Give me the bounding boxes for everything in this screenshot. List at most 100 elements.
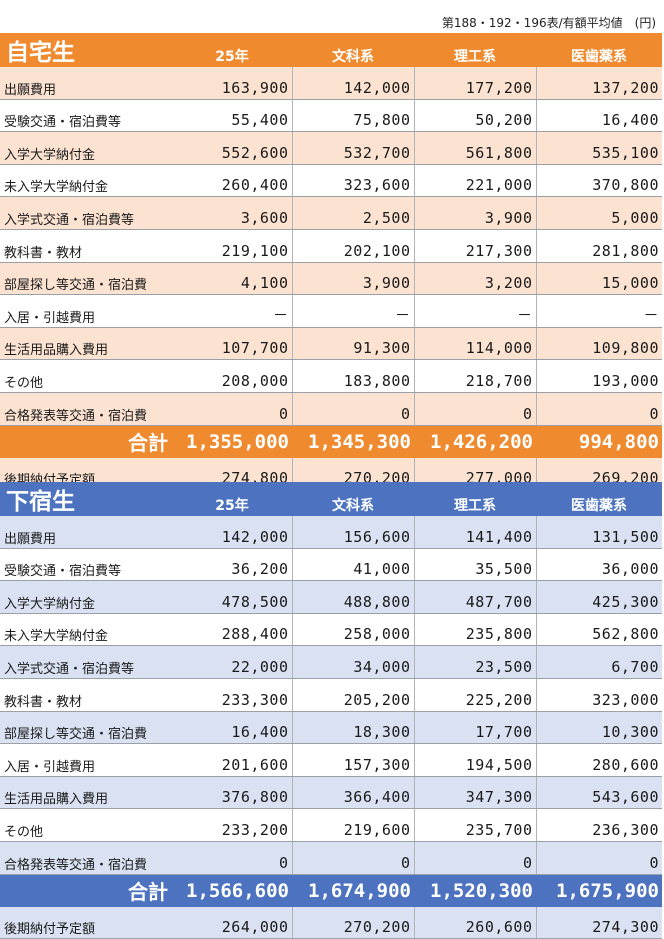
row-value: 225,200	[414, 678, 537, 712]
table-row: 入学大学納付金 552,600 532,700 561,800 535,100	[0, 131, 662, 165]
row-value: 218,700	[414, 359, 537, 393]
deferred-payment-value: 270,200	[292, 906, 415, 939]
table-row: 未入学大学納付金 288,400 258,000 235,800 562,800	[0, 613, 662, 647]
deferred-payment-value: 260,600	[414, 906, 537, 939]
total-value: 1,345,300	[292, 425, 414, 458]
total-value: 994,800	[536, 425, 662, 458]
row-value: 347,300	[414, 776, 537, 810]
column-header: 25年	[172, 482, 292, 516]
home-students-table: 自宅生 25年 文科系 理工系 医歯薬系 出願費用 163,900 142,000 177,20…	[0, 33, 662, 491]
section-header-row: 自宅生 25年 文科系 理工系 医歯薬系	[0, 33, 662, 67]
row-value: 323,600	[292, 164, 415, 198]
row-value: 16,400	[536, 99, 662, 133]
row-value: 2,500	[292, 196, 415, 230]
row-label: 教科書・教材	[0, 229, 172, 263]
row-value: 219,600	[292, 808, 415, 842]
row-value: 288,400	[172, 613, 293, 647]
row-value: 157,300	[292, 743, 415, 777]
row-value: 280,600	[536, 743, 662, 777]
row-value: 217,300	[414, 229, 537, 263]
total-value: 1,675,900	[536, 874, 662, 907]
row-value: 376,800	[172, 776, 293, 810]
total-value: 1,566,600	[172, 874, 292, 907]
row-value: 532,700	[292, 131, 415, 165]
row-label: 出願費用	[0, 516, 172, 549]
row-value: 561,800	[414, 131, 537, 165]
row-value: 478,500	[172, 580, 293, 614]
row-value: 107,700	[172, 327, 293, 361]
total-value: 1,426,200	[414, 425, 536, 458]
row-value: 194,500	[414, 743, 537, 777]
row-value: 370,800	[536, 164, 662, 198]
row-value: 552,600	[172, 131, 293, 165]
row-value: 0	[172, 841, 293, 875]
row-value: 562,800	[536, 613, 662, 647]
row-value: 18,300	[292, 711, 415, 745]
row-value: 201,600	[172, 743, 293, 777]
total-label: 合計	[0, 874, 172, 907]
row-value: 219,100	[172, 229, 293, 263]
row-value: 141,400	[414, 516, 537, 549]
row-value: 235,800	[414, 613, 537, 647]
row-label: その他	[0, 359, 172, 393]
row-value: 3,900	[292, 262, 415, 296]
row-value: 50,200	[414, 99, 537, 133]
row-value: －	[536, 294, 662, 328]
row-value: 0	[414, 841, 537, 875]
row-value: 193,000	[536, 359, 662, 393]
row-value: 22,000	[172, 645, 293, 679]
row-value: －	[414, 294, 537, 328]
row-value: 109,800	[536, 327, 662, 361]
row-label: 未入学大学納付金	[0, 613, 172, 647]
table-row: 出願費用 163,900 142,000 177,200 137,200	[0, 67, 662, 100]
row-value: 236,300	[536, 808, 662, 842]
row-value: 5,000	[536, 196, 662, 230]
deferred-payment-label: 後期納付予定額	[0, 906, 172, 939]
column-header: 理工系	[414, 482, 536, 516]
row-value: 15,000	[536, 262, 662, 296]
boarding-students-table: 下宿生 25年 文科系 理工系 医歯薬系 出願費用 142,000 156,600 141,40…	[0, 482, 662, 939]
row-value: 75,800	[292, 99, 415, 133]
total-value: 1,355,000	[172, 425, 292, 458]
table-row: 生活用品購入費用 107,700 91,300 114,000 109,800	[0, 327, 662, 361]
column-header: 文科系	[292, 482, 414, 516]
table-row: 入居・引越費用 201,600 157,300 194,500 280,600	[0, 743, 662, 777]
row-value: 202,100	[292, 229, 415, 263]
table-row: 合格発表等交通・宿泊費 0 0 0 0	[0, 392, 662, 426]
row-label: 部屋探し等交通・宿泊費	[0, 711, 172, 745]
row-value: 233,300	[172, 678, 293, 712]
row-value: 535,100	[536, 131, 662, 165]
row-label: その他	[0, 808, 172, 842]
row-label: 生活用品購入費用	[0, 776, 172, 810]
row-value: 208,000	[172, 359, 293, 393]
row-label: 入学大学納付金	[0, 131, 172, 165]
table-row: 入学式交通・宿泊費等 22,000 34,000 23,500 6,700	[0, 645, 662, 679]
table-row: 未入学大学納付金 260,400 323,600 221,000 370,800	[0, 164, 662, 198]
row-value: 17,700	[414, 711, 537, 745]
row-label: 合格発表等交通・宿泊費	[0, 841, 172, 875]
row-value: 183,800	[292, 359, 415, 393]
deferred-payment-row: 後期納付予定額 264,000 270,200 260,600 274,300	[0, 906, 662, 939]
row-value: 235,700	[414, 808, 537, 842]
row-value: 425,300	[536, 580, 662, 614]
table-row: 部屋探し等交通・宿泊費 16,400 18,300 17,700 10,300	[0, 711, 662, 745]
row-value: 23,500	[414, 645, 537, 679]
row-value: 488,800	[292, 580, 415, 614]
row-value: 258,000	[292, 613, 415, 647]
row-value: 0	[292, 392, 415, 426]
row-value: 16,400	[172, 711, 293, 745]
row-value: 10,300	[536, 711, 662, 745]
row-value: 35,500	[414, 548, 537, 582]
table-row: その他 208,000 183,800 218,700 193,000	[0, 359, 662, 393]
total-value: 1,520,300	[414, 874, 536, 907]
row-label: 入学大学納付金	[0, 580, 172, 614]
row-value: 137,200	[536, 67, 662, 100]
row-value: 0	[536, 392, 662, 426]
row-label: 合格発表等交通・宿泊費	[0, 392, 172, 426]
row-value: 156,600	[292, 516, 415, 549]
row-label: 未入学大学納付金	[0, 164, 172, 198]
row-value: 366,400	[292, 776, 415, 810]
row-value: 91,300	[292, 327, 415, 361]
row-value: 0	[414, 392, 537, 426]
table-row: 教科書・教材 219,100 202,100 217,300 281,800	[0, 229, 662, 263]
